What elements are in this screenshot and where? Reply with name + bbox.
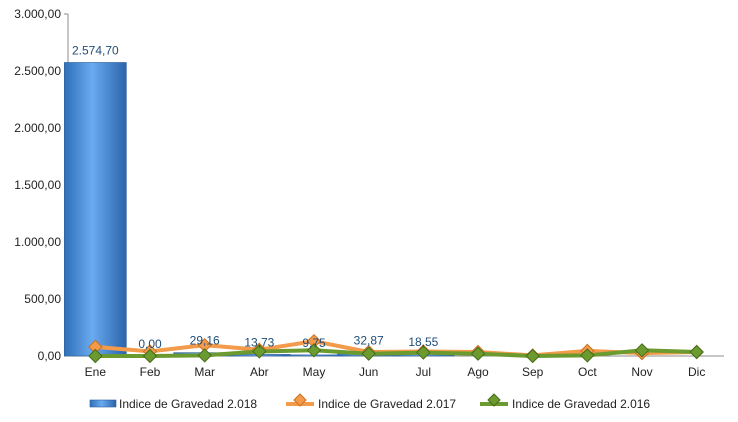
x-tick-label: Sep — [522, 365, 544, 379]
series-marker — [580, 348, 595, 363]
x-tick-label: Dic — [688, 365, 705, 379]
x-tick-label: May — [303, 365, 326, 379]
bar-data-label: 9,75 — [302, 336, 326, 350]
x-tick-label: Jun — [359, 365, 378, 379]
bar-data-label: 2.574,70 — [72, 43, 119, 57]
series-marker — [252, 344, 267, 359]
data-labels-layer: 2.574,70 0,00 29,16 13,73 9,75 32,87 18,55 — [72, 43, 439, 351]
bars-layer — [64, 62, 455, 357]
x-tick-label: Mar — [194, 365, 215, 379]
y-tick-label: 500,00 — [24, 292, 61, 306]
x-tick-label: Feb — [140, 365, 161, 379]
legend-label: Indice de Gravedad 2.016 — [512, 397, 650, 411]
lines-layer — [88, 333, 704, 364]
series-marker — [416, 345, 431, 360]
bar-data-label: 0,00 — [138, 337, 162, 351]
y-tick-label: 3.000,00 — [14, 7, 61, 21]
series-marker — [88, 348, 103, 364]
x-tick-label: Nov — [631, 365, 652, 379]
legend-swatch-bar — [89, 399, 117, 408]
bar-data-label: 13,73 — [244, 335, 274, 349]
legend-label: Indice de Gravedad 2.017 — [318, 397, 456, 411]
x-tick-label: Ago — [467, 365, 489, 379]
series-marker — [689, 344, 704, 360]
y-tick-label: 1.000,00 — [14, 235, 61, 249]
legend-label: Indice de Gravedad 2.018 — [119, 397, 257, 411]
series-marker — [525, 348, 540, 364]
series-marker — [306, 343, 322, 358]
bar-data-label: 18,55 — [408, 335, 438, 349]
series-marker — [142, 348, 158, 364]
y-tick-label: 2.500,00 — [14, 64, 61, 78]
series-marker — [634, 343, 650, 358]
series-marker — [361, 346, 376, 361]
y-tick-label: 1.500,00 — [14, 178, 61, 192]
bar-data-label: 32,87 — [354, 333, 384, 347]
y-tick-label: 0,00 — [38, 349, 62, 363]
series-line — [93, 348, 699, 358]
legend: Indice de Gravedad 2.018 Indice de Graved… — [89, 393, 650, 411]
y-tick-label: 2.000,00 — [14, 121, 61, 135]
x-tick-label: Jul — [416, 365, 431, 379]
series-marker — [470, 346, 486, 361]
legend-swatch-marker — [487, 393, 501, 407]
legend-swatch-marker — [293, 393, 307, 407]
x-tick-label: Ene — [85, 365, 107, 379]
axes-layer: 0,00 500,00 1.000,00 1.500,00 2.000,00 2.500,… — [14, 7, 724, 379]
x-tick-label: Abr — [250, 365, 269, 379]
bar — [64, 62, 127, 357]
x-tick-label: Oct — [578, 365, 597, 379]
series-marker — [197, 348, 212, 363]
bar-data-label: 29,16 — [190, 334, 220, 348]
